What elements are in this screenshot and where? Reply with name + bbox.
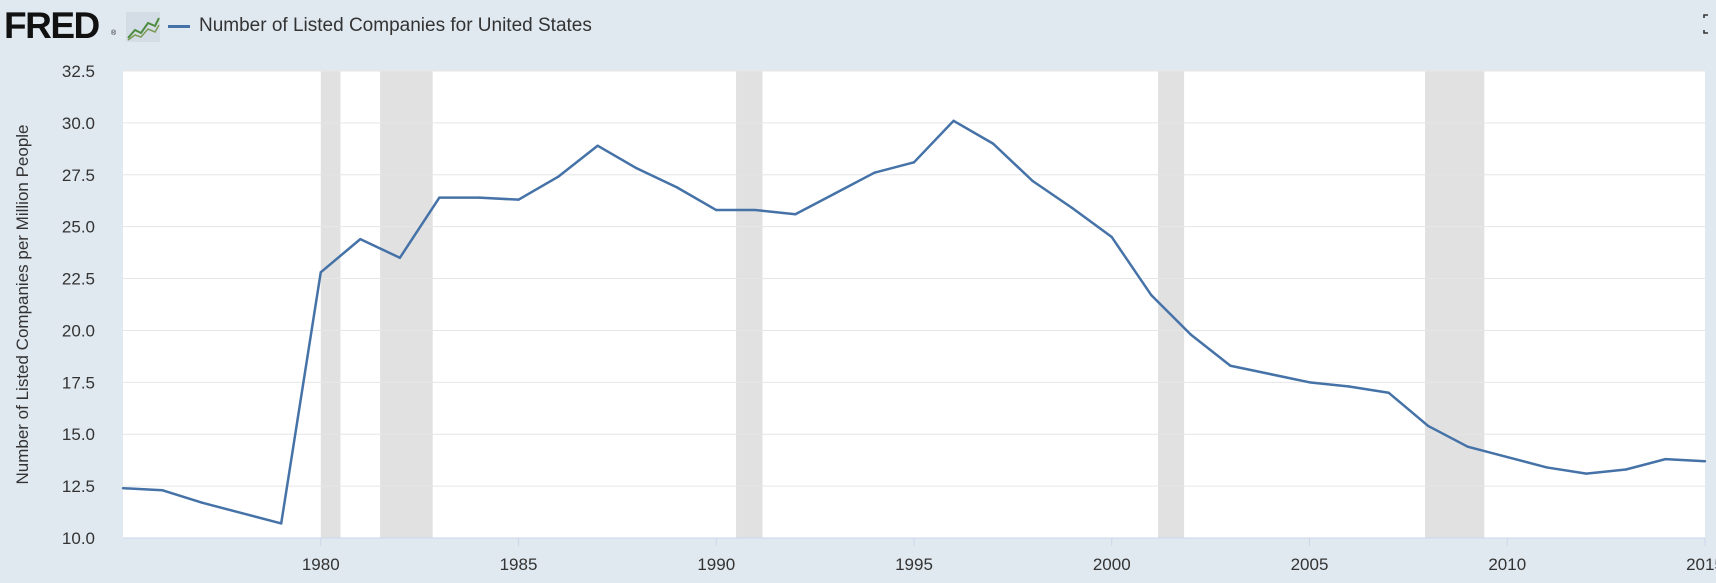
data-point[interactable] <box>1150 293 1153 297</box>
y-tick-label: 10.0 <box>62 529 95 548</box>
data-point[interactable] <box>1347 385 1351 388</box>
y-tick-label: 20.0 <box>62 321 95 340</box>
data-point[interactable] <box>200 501 204 504</box>
data-point[interactable] <box>991 142 995 145</box>
fullscreen-icon[interactable] <box>1703 14 1715 34</box>
data-point[interactable] <box>1189 333 1193 336</box>
chart-header: FRED ® Number of Listed Companies for Un… <box>0 0 1716 52</box>
y-tick-label: 12.5 <box>62 477 95 496</box>
x-tick-label: 1995 <box>895 555 933 574</box>
data-point[interactable] <box>833 192 837 195</box>
recession-band-4 <box>1424 71 1485 538</box>
data-point[interactable] <box>1268 372 1272 376</box>
data-point[interactable] <box>1466 445 1469 448</box>
recession-shading <box>320 71 1485 538</box>
data-point[interactable] <box>715 208 718 212</box>
data-point[interactable] <box>912 161 916 164</box>
data-point[interactable] <box>1624 468 1628 471</box>
fred-logo[interactable]: FRED <box>4 5 100 46</box>
recession-band-0 <box>320 71 341 538</box>
y-tick-label: 15.0 <box>62 425 95 444</box>
y-tick-label: 17.5 <box>62 373 95 392</box>
data-point[interactable] <box>794 213 797 216</box>
data-point[interactable] <box>635 167 639 170</box>
data-point[interactable] <box>517 198 520 201</box>
recession-band-2 <box>736 71 763 538</box>
data-point[interactable] <box>952 119 955 123</box>
data-point[interactable] <box>280 522 283 525</box>
data-point[interactable] <box>1387 391 1390 394</box>
data-point[interactable] <box>438 196 441 199</box>
recession-band-1 <box>380 71 433 538</box>
y-tick-label: 22.5 <box>62 270 95 289</box>
data-point[interactable] <box>1703 460 1707 463</box>
x-tick-label: 2005 <box>1291 555 1329 574</box>
data-point[interactable] <box>675 186 678 189</box>
data-point[interactable] <box>121 486 125 490</box>
x-tick-label: 2015 <box>1686 555 1716 574</box>
data-point[interactable] <box>1506 455 1509 459</box>
x-tick-label: 1985 <box>500 555 538 574</box>
y-axis-title: Number of Listed Companies per Million P… <box>13 124 32 484</box>
fred-logo-registered-mark: ® <box>111 30 117 37</box>
y-tick-label: 30.0 <box>62 114 95 133</box>
y-tick-label: 25.0 <box>62 218 95 237</box>
legend-series-swatch <box>168 25 190 28</box>
data-point[interactable] <box>556 175 560 179</box>
data-point[interactable] <box>398 256 402 259</box>
data-point[interactable] <box>1031 179 1034 183</box>
data-point[interactable] <box>359 237 362 241</box>
data-point[interactable] <box>477 196 481 199</box>
data-point[interactable] <box>1585 472 1588 475</box>
data-point[interactable] <box>1664 457 1667 461</box>
data-point[interactable] <box>596 144 599 147</box>
data-point[interactable] <box>1071 206 1074 210</box>
y-axis: 10.0 12.5 15.0 17.5 20.0 22.5 25.0 27.5 30.0 32.5 <box>62 62 95 548</box>
legend-series-label[interactable]: Number of Listed Companies for United St… <box>199 15 592 36</box>
data-point[interactable] <box>1229 364 1232 367</box>
x-tick-label: 2010 <box>1488 555 1526 574</box>
x-tick-label: 2000 <box>1093 555 1131 574</box>
fred-graph-icon <box>126 12 160 42</box>
y-tick-label: 32.5 <box>62 62 95 81</box>
data-point[interactable] <box>1308 381 1311 384</box>
data-point[interactable] <box>1426 424 1430 428</box>
y-tick-label: 27.5 <box>62 166 95 185</box>
x-axis: 1980 1985 1990 1995 2000 2005 2010 2015 <box>123 537 1716 574</box>
data-point[interactable] <box>873 171 876 174</box>
data-point[interactable] <box>161 489 164 492</box>
data-point[interactable] <box>754 208 757 212</box>
data-point[interactable] <box>319 271 322 274</box>
data-point[interactable] <box>240 511 243 515</box>
x-tick-label: 1980 <box>302 555 340 574</box>
data-point[interactable] <box>1545 466 1549 469</box>
series-layer <box>121 119 1707 525</box>
data-point[interactable] <box>1110 235 1113 239</box>
x-tick-label: 1990 <box>697 555 735 574</box>
